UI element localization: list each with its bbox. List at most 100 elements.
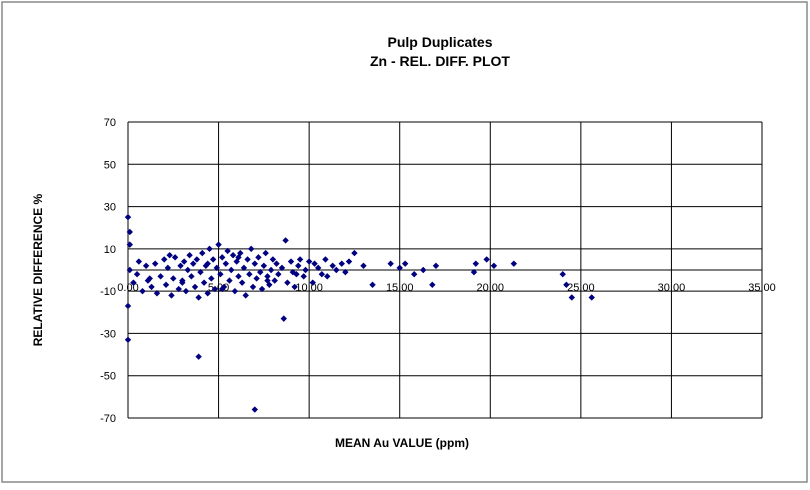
- data-point: [351, 249, 358, 257]
- data-point: [296, 256, 304, 263]
- data-point: [171, 254, 179, 261]
- data-point: [242, 292, 249, 299]
- data-point: [264, 273, 271, 280]
- data-point: [157, 273, 164, 280]
- data-point: [483, 256, 490, 263]
- data-point: [166, 252, 173, 259]
- data-point: [246, 271, 253, 278]
- y-tick-label: 10: [104, 244, 116, 256]
- data-point: [135, 258, 143, 265]
- data-point: [472, 260, 479, 267]
- data-point: [175, 285, 182, 293]
- data-point: [124, 336, 132, 343]
- data-point: [284, 279, 291, 286]
- data-point: [267, 266, 275, 274]
- data-point: [197, 268, 204, 276]
- y-axis-label: RELATIVE DIFFERENCE %: [31, 193, 45, 346]
- data-point: [264, 277, 271, 284]
- data-point: [282, 237, 289, 244]
- x-tick-label: 10.00: [295, 282, 323, 294]
- data-point: [124, 302, 132, 310]
- data-point: [190, 260, 197, 267]
- data-point: [342, 268, 349, 276]
- data-point: [262, 249, 269, 257]
- data-point: [369, 281, 376, 288]
- x-tick-label: 35.00: [748, 282, 776, 294]
- data-point: [470, 268, 478, 276]
- data-point: [191, 283, 199, 291]
- data-point: [188, 273, 195, 280]
- y-tick-label: 50: [104, 159, 116, 171]
- data-point: [559, 271, 566, 278]
- data-point: [309, 279, 316, 286]
- data-point: [329, 262, 336, 269]
- data-point: [269, 256, 277, 263]
- data-point: [208, 275, 215, 282]
- data-point: [315, 264, 322, 272]
- data-point: [215, 241, 222, 248]
- data-point: [238, 279, 246, 286]
- chart-title: Pulp Duplicates: [387, 34, 492, 50]
- data-point: [251, 406, 258, 413]
- data-point: [168, 292, 175, 299]
- y-tick-label: -70: [100, 413, 116, 425]
- data-point: [126, 266, 134, 274]
- data-point: [255, 254, 262, 261]
- data-point: [293, 271, 300, 278]
- data-point: [429, 281, 436, 288]
- y-tick-label: -10: [100, 286, 116, 298]
- data-point: [300, 273, 307, 280]
- data-point: [244, 256, 251, 263]
- data-point: [287, 258, 295, 265]
- data-point: [420, 266, 427, 274]
- data-point: [209, 256, 217, 263]
- data-point: [184, 266, 191, 274]
- x-axis-label: MEAN Au VALUE (ppm): [335, 436, 469, 450]
- data-point: [305, 258, 313, 265]
- data-point: [204, 260, 211, 267]
- data-point: [142, 262, 150, 269]
- data-point: [200, 279, 208, 286]
- data-point: [311, 260, 318, 267]
- x-tick-label: 20.00: [477, 282, 505, 294]
- data-point: [333, 266, 340, 274]
- data-point: [280, 315, 287, 322]
- data-point: [258, 285, 266, 293]
- data-point: [231, 287, 239, 295]
- data-point: [146, 275, 153, 282]
- y-tick-label: 70: [104, 117, 116, 129]
- data-point: [411, 271, 418, 278]
- data-point: [291, 283, 298, 291]
- data-point: [226, 277, 233, 284]
- data-point: [126, 228, 134, 236]
- data-point: [133, 271, 141, 278]
- data-point: [213, 264, 220, 272]
- data-point: [124, 213, 132, 221]
- data-point: [182, 287, 190, 295]
- data-point: [432, 262, 440, 269]
- data-point: [179, 279, 186, 286]
- data-point: [360, 262, 367, 269]
- data-point: [510, 260, 518, 267]
- data-point: [273, 260, 280, 267]
- data-point: [251, 260, 258, 267]
- data-point: [257, 268, 264, 276]
- data-point: [126, 241, 134, 248]
- data-point: [240, 264, 248, 272]
- data-point: [139, 287, 146, 295]
- data-point: [387, 260, 394, 267]
- x-tick-label: 25.00: [567, 282, 595, 294]
- data-point: [271, 277, 278, 284]
- data-point: [206, 245, 213, 253]
- y-tick-label: 30: [104, 202, 116, 214]
- data-point: [193, 256, 201, 263]
- data-point: [153, 290, 161, 297]
- x-tick-label: 30.00: [658, 282, 686, 294]
- data-point: [130, 279, 137, 286]
- data-point: [177, 262, 184, 269]
- data-point: [490, 262, 498, 269]
- data-point: [253, 275, 260, 282]
- data-point: [222, 260, 230, 267]
